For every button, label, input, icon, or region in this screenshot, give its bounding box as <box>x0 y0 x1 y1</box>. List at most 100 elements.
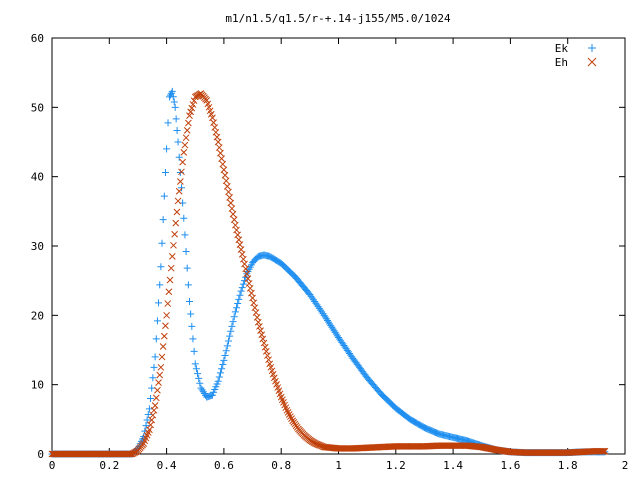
legend-markers <box>587 44 597 67</box>
data-point <box>187 310 195 318</box>
data-point <box>214 377 222 385</box>
data-point <box>160 192 168 200</box>
data-point <box>152 394 160 402</box>
data-point <box>239 280 247 288</box>
data-point <box>175 187 183 195</box>
data-point <box>184 281 192 289</box>
data-point <box>283 406 291 414</box>
data-point <box>183 126 191 134</box>
data-point <box>171 103 179 111</box>
data-point <box>198 386 206 394</box>
data-point <box>226 332 234 340</box>
data-point <box>214 138 222 146</box>
data-point <box>181 141 189 149</box>
data-point <box>159 343 167 350</box>
data-point <box>227 327 235 335</box>
y-tick-label: 60 <box>31 32 44 45</box>
data-point <box>145 405 153 413</box>
data-point <box>185 119 192 127</box>
data-point <box>166 276 174 284</box>
data-point <box>236 291 244 299</box>
plot-frame <box>51 37 626 455</box>
data-point <box>285 411 293 418</box>
data-point <box>148 384 156 392</box>
data-point <box>167 89 175 97</box>
x-tick-label: 1 <box>335 459 342 472</box>
data-point <box>199 388 207 396</box>
data-point <box>220 356 228 364</box>
data-point <box>257 327 264 334</box>
data-point <box>220 166 228 174</box>
data-point <box>190 347 198 355</box>
series-eh <box>48 90 609 458</box>
y-tick-label: 50 <box>31 101 44 114</box>
data-point <box>197 384 205 392</box>
data-point <box>154 386 161 394</box>
data-point <box>180 149 188 156</box>
data-point <box>288 415 295 422</box>
data-point <box>259 335 267 343</box>
data-point <box>157 363 165 371</box>
data-point <box>226 194 233 201</box>
x-tick-label: 1.4 <box>443 459 463 472</box>
data-point <box>173 208 181 216</box>
data-point <box>188 322 196 330</box>
data-point <box>188 104 196 112</box>
data-point <box>163 145 171 153</box>
data-point <box>171 230 178 238</box>
data-point <box>180 214 188 222</box>
x-tick-label: 0.8 <box>271 459 291 472</box>
data-point <box>182 134 190 142</box>
data-point <box>144 410 152 418</box>
data-point <box>155 299 163 307</box>
data-point <box>165 288 173 296</box>
data-point <box>229 318 237 326</box>
data-point <box>151 353 159 361</box>
data-point <box>265 356 272 364</box>
data-point <box>192 365 200 373</box>
data-point <box>238 284 246 292</box>
data-point <box>189 335 197 343</box>
data-point <box>237 287 245 295</box>
data-point <box>177 184 185 192</box>
data-point <box>152 335 160 343</box>
data-point <box>221 352 229 360</box>
data-point <box>170 241 177 249</box>
data-point <box>163 311 170 319</box>
data-point <box>223 183 231 190</box>
data-point <box>158 353 166 361</box>
data-point <box>194 370 202 378</box>
x-tick-label: 1.6 <box>500 459 520 472</box>
data-point <box>153 317 161 325</box>
data-point <box>224 337 232 345</box>
x-tick-label: 1.2 <box>386 459 406 472</box>
x-tick-label: 2 <box>622 459 629 472</box>
data-point <box>157 263 165 271</box>
x-tick-label: 0 <box>49 459 56 472</box>
data-point <box>172 115 180 123</box>
data-point <box>256 323 263 330</box>
data-point <box>183 264 191 272</box>
data-point <box>156 281 164 289</box>
data-point <box>158 239 166 247</box>
data-point <box>150 363 158 371</box>
data-point <box>219 160 227 168</box>
data-point <box>179 158 186 166</box>
x-tick-label: 0.4 <box>157 459 177 472</box>
data-point <box>168 87 176 95</box>
data-point <box>260 339 268 347</box>
chart-title: m1/n1.5/q1.5/r-+.14-j155/M5.0/1024 <box>225 12 451 25</box>
data-point <box>176 178 184 185</box>
data-point <box>225 188 232 196</box>
data-point <box>217 149 224 157</box>
legend-marker-eh <box>587 57 597 67</box>
data-point <box>147 395 155 403</box>
series-layer <box>48 87 609 458</box>
data-point <box>187 108 195 116</box>
legend-marker-ek <box>588 44 596 52</box>
data-point <box>162 322 169 330</box>
data-point <box>170 98 178 106</box>
data-point <box>175 153 183 161</box>
